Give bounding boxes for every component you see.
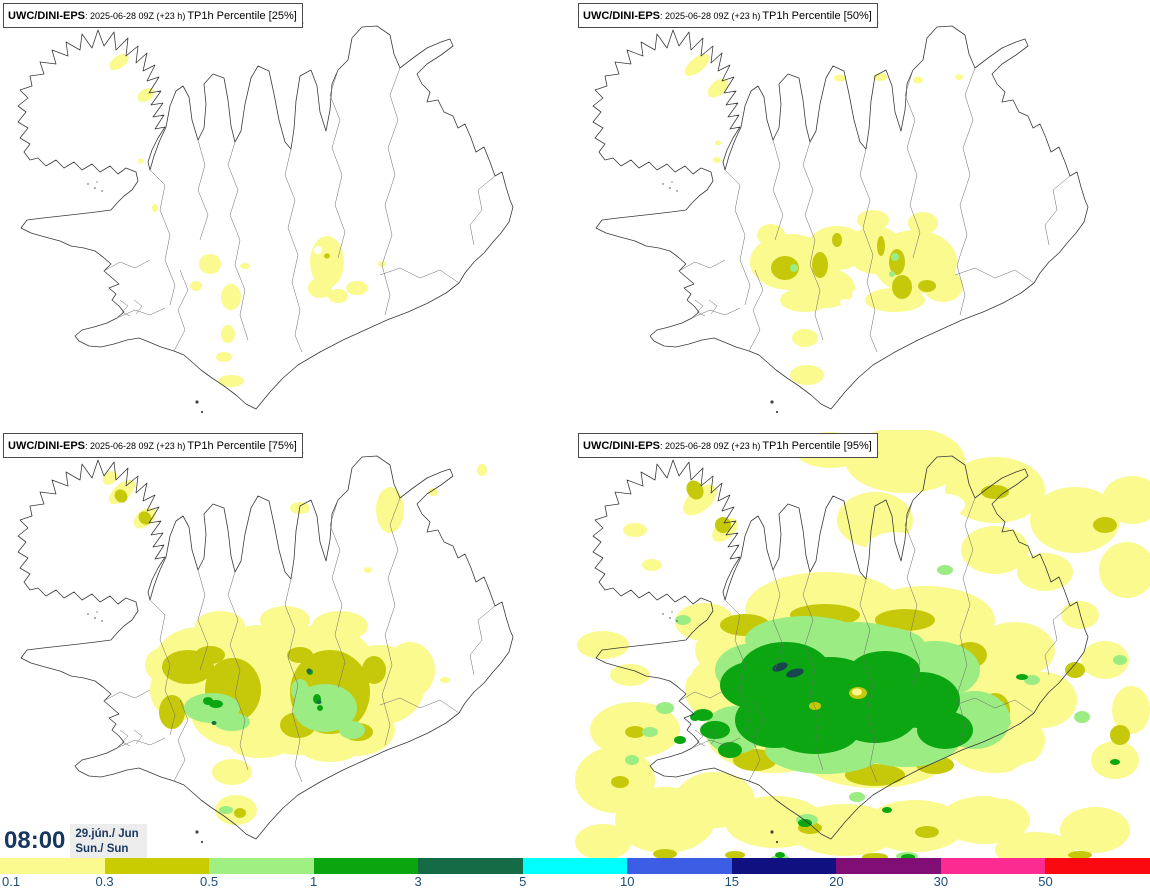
date-label: 29.jún./ Jun Sun./ Sun (70, 824, 147, 858)
colorbar-labels: 0.1 0.3 0.5 1 3 5 10 15 20 30 50 (0, 874, 1150, 891)
model-name: UWC/DINI-EPS (8, 440, 85, 452)
clock-box: 08:00 29.jún./ Jun Sun./ Sun (0, 824, 147, 858)
panel-percentile-25: UWC/DINI-EPS: 2025-06-28 09Z (+23 h) TP1h… (0, 0, 575, 430)
iceland-map-50 (592, 21, 1089, 414)
colorbar-label: 5 (519, 874, 527, 889)
colorbar-segment (104, 858, 210, 875)
time-label: 08:00 (0, 824, 71, 858)
colorbar-segment (940, 858, 1046, 875)
colorbar-segment (209, 858, 314, 875)
run-time: : 2025-06-28 09Z (+23 h) (660, 441, 761, 451)
day-line: Sun./ Sun (75, 842, 129, 855)
colorbar-segment (1045, 858, 1150, 875)
colorbar-segment (313, 858, 419, 875)
colorbar (0, 858, 1150, 875)
colorbar-label: 20 (829, 874, 844, 889)
panel-title-50: UWC/DINI-EPS: 2025-06-28 09Z (+23 h) TP1h… (578, 3, 878, 28)
run-time: : 2025-06-28 09Z (+23 h) (85, 11, 186, 21)
panel-percentile-50: UWC/DINI-EPS: 2025-06-28 09Z (+23 h) TP1h… (575, 0, 1150, 430)
date-line: 29.jún./ Jun (75, 828, 139, 840)
colorbar-label: 1 (310, 874, 318, 889)
iceland-map-25 (17, 21, 514, 414)
colorbar-segment (836, 858, 941, 875)
model-name: UWC/DINI-EPS (8, 10, 85, 22)
panel-percentile-95: UWC/DINI-EPS: 2025-06-28 09Z (+23 h) TP1h… (575, 430, 1150, 860)
colorbar-label: 15 (724, 874, 740, 889)
colorbar-label: 10 (620, 874, 635, 889)
colorbar-label: 3 (414, 874, 422, 889)
panel-title-75: UWC/DINI-EPS: 2025-06-28 09Z (+23 h) TP1h… (3, 433, 303, 458)
panel-title-25: UWC/DINI-EPS: 2025-06-28 09Z (+23 h) TP1h… (3, 3, 303, 28)
field-label: TP1h Percentile [75%] (187, 440, 297, 452)
colorbar-label: 0.3 (95, 874, 114, 889)
colorbar-segment (418, 858, 523, 875)
field-label: TP1h Percentile [25%] (187, 10, 297, 22)
iceland-map-95 (575, 430, 1150, 860)
colorbar-label: 0.1 (2, 874, 21, 889)
colorbar-segment (0, 858, 105, 875)
colorbar-segment (731, 858, 837, 875)
panel-percentile-75: UWC/DINI-EPS: 2025-06-28 09Z (+23 h) TP1h… (0, 430, 575, 860)
model-name: UWC/DINI-EPS (583, 440, 660, 452)
colorbar-segment (627, 858, 732, 875)
colorbar-segment (522, 858, 628, 875)
field-label: TP1h Percentile [95%] (762, 440, 872, 452)
colorbar-label: 30 (933, 874, 949, 889)
field-label: TP1h Percentile [50%] (762, 10, 872, 22)
panel-title-95: UWC/DINI-EPS: 2025-06-28 09Z (+23 h) TP1h… (578, 433, 878, 458)
colorbar-label: 0.5 (200, 874, 219, 889)
model-name: UWC/DINI-EPS (583, 10, 660, 22)
iceland-map-75 (17, 451, 514, 844)
run-time: : 2025-06-28 09Z (+23 h) (660, 11, 761, 21)
colorbar-label: 50 (1038, 874, 1053, 889)
run-time: : 2025-06-28 09Z (+23 h) (85, 441, 186, 451)
